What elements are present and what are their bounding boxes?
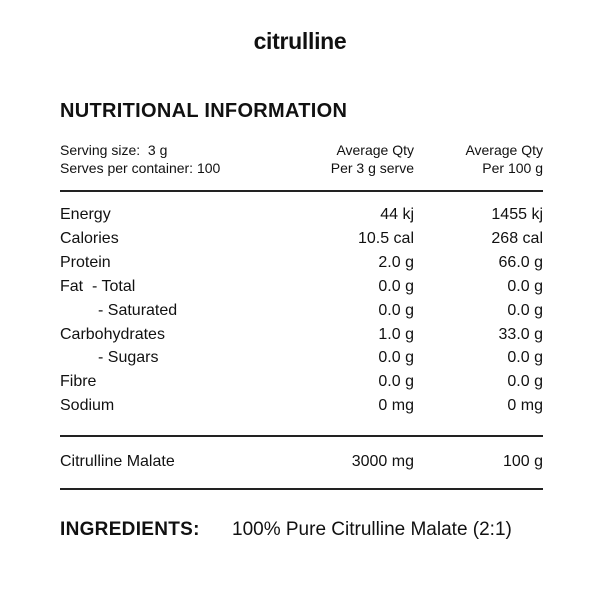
nutrient-value: 268 cal bbox=[491, 230, 543, 247]
nutrient-name: - Saturated bbox=[98, 302, 178, 319]
nutrient-name: Sodium bbox=[60, 397, 115, 414]
nutrient-value: 0.0 g bbox=[507, 302, 543, 319]
nutrient-value: 66.0 g bbox=[498, 254, 543, 271]
divider bbox=[60, 435, 543, 437]
nutrient-value: 0 mg bbox=[378, 397, 414, 414]
section-title: NUTRITIONAL INFORMATION bbox=[60, 100, 348, 122]
ingredients-label: INGREDIENTS: bbox=[60, 519, 200, 540]
nutrient-name: Fat - Total bbox=[60, 278, 136, 295]
column-header: Average Qty bbox=[336, 142, 414, 158]
nutrient-name: Protein bbox=[60, 254, 111, 271]
nutrient-value: 0.0 g bbox=[507, 278, 543, 295]
active-name: Citrulline Malate bbox=[60, 453, 175, 470]
active-value: 3000 mg bbox=[351, 453, 414, 470]
serving-info: Serving size: 3 g bbox=[60, 142, 168, 158]
nutrient-name: Fibre bbox=[60, 373, 97, 390]
nutrient-value: 0.0 g bbox=[378, 302, 414, 319]
nutrient-name: Energy bbox=[60, 206, 111, 223]
column-header: Average Qty bbox=[465, 142, 543, 158]
nutrient-name: Carbohydrates bbox=[60, 326, 165, 343]
nutrient-value: 44 kj bbox=[380, 206, 414, 223]
nutrient-value: 1455 kj bbox=[491, 206, 543, 223]
divider bbox=[60, 488, 543, 490]
nutrient-value: 0.0 g bbox=[378, 278, 414, 295]
nutrient-value: 1.0 g bbox=[378, 326, 414, 343]
nutrient-value: 0.0 g bbox=[507, 373, 543, 390]
nutrient-value: 0.0 g bbox=[507, 349, 543, 366]
nutrient-name: - Sugars bbox=[98, 349, 159, 366]
serving-info: Serves per container: 100 bbox=[60, 160, 221, 176]
nutrient-value: 33.0 g bbox=[498, 326, 543, 343]
nutrient-value: 0 mg bbox=[507, 397, 543, 414]
ingredients-text: 100% Pure Citrulline Malate (2:1) bbox=[232, 519, 512, 540]
nutrient-value: 10.5 cal bbox=[357, 230, 414, 247]
column-header: Per 3 g serve bbox=[330, 160, 414, 176]
nutrient-value: 0.0 g bbox=[378, 373, 414, 390]
nutrient-value: 0.0 g bbox=[378, 349, 414, 366]
divider bbox=[60, 190, 543, 192]
nutrient-name: Calories bbox=[60, 230, 119, 247]
active-value: 100 g bbox=[502, 453, 543, 470]
product-title: citrulline bbox=[253, 28, 347, 54]
column-header: Per 100 g bbox=[482, 160, 543, 176]
nutrient-value: 2.0 g bbox=[378, 254, 414, 271]
